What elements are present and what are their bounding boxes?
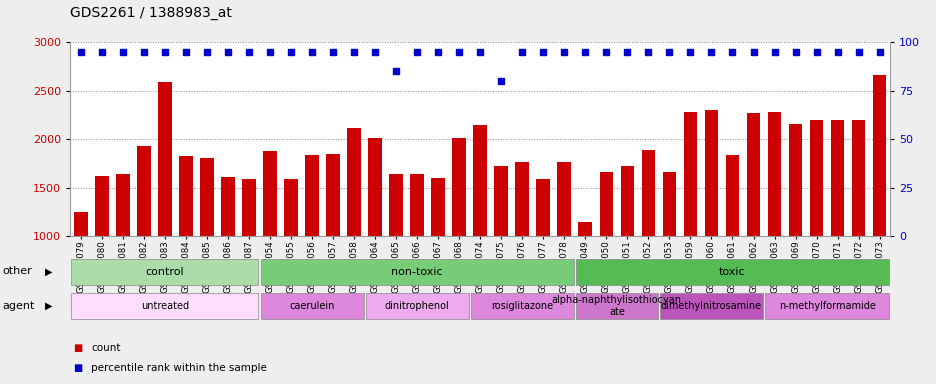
Bar — [704, 110, 718, 333]
Text: count: count — [91, 343, 120, 353]
Bar — [326, 154, 340, 333]
Text: control: control — [145, 266, 184, 277]
Bar — [368, 138, 382, 333]
Bar — [95, 176, 109, 333]
Text: dinitrophenol: dinitrophenol — [385, 301, 449, 311]
Bar — [221, 177, 235, 333]
Bar — [263, 151, 276, 333]
Bar — [200, 157, 213, 333]
Bar — [116, 174, 129, 333]
Bar — [578, 222, 592, 333]
Bar — [137, 146, 151, 333]
Text: alpha-naphthylisothiocyan
ate: alpha-naphthylisothiocyan ate — [551, 295, 681, 317]
Bar — [260, 293, 363, 319]
Bar — [494, 166, 507, 333]
Bar — [473, 125, 487, 333]
Bar — [788, 124, 801, 333]
Bar — [241, 179, 256, 333]
Bar — [809, 120, 823, 333]
Text: ■: ■ — [73, 363, 82, 373]
Text: untreated: untreated — [140, 301, 189, 311]
Bar — [410, 174, 423, 333]
Bar — [871, 75, 885, 333]
Bar — [515, 162, 529, 333]
Bar — [767, 112, 781, 333]
Bar — [74, 212, 88, 333]
Bar — [746, 113, 759, 333]
Bar — [71, 259, 258, 285]
Text: percentile rank within the sample: percentile rank within the sample — [91, 363, 267, 373]
Bar — [347, 127, 360, 333]
Bar — [536, 179, 549, 333]
Text: n-methylformamide: n-methylformamide — [778, 301, 874, 311]
Bar — [724, 155, 739, 333]
Bar — [305, 155, 318, 333]
Bar — [158, 82, 171, 333]
Bar — [576, 293, 657, 319]
Bar — [470, 293, 573, 319]
Text: toxic: toxic — [719, 266, 745, 277]
Bar — [641, 150, 654, 333]
Bar — [851, 120, 865, 333]
Bar — [71, 293, 258, 319]
Bar — [284, 179, 298, 333]
Bar — [683, 112, 696, 333]
Text: GDS2261 / 1388983_at: GDS2261 / 1388983_at — [70, 6, 232, 20]
Bar — [431, 178, 445, 333]
Bar — [830, 120, 843, 333]
Text: non-toxic: non-toxic — [391, 266, 443, 277]
Text: ■: ■ — [73, 343, 82, 353]
Bar — [599, 172, 612, 333]
Bar — [576, 259, 888, 285]
Bar — [620, 166, 634, 333]
Text: caerulein: caerulein — [289, 301, 334, 311]
Text: agent: agent — [3, 301, 36, 311]
Bar — [557, 162, 571, 333]
Text: ▶: ▶ — [45, 266, 52, 276]
Bar — [662, 172, 676, 333]
Text: dimethylnitrosamine: dimethylnitrosamine — [660, 301, 761, 311]
Bar — [260, 259, 573, 285]
Bar — [765, 293, 888, 319]
Bar — [452, 138, 465, 333]
Text: other: other — [3, 266, 33, 276]
Bar — [365, 293, 468, 319]
Bar — [179, 156, 193, 333]
Bar — [659, 293, 762, 319]
Text: rosiglitazone: rosiglitazone — [490, 301, 553, 311]
Text: ▶: ▶ — [45, 301, 52, 311]
Bar — [388, 174, 402, 333]
